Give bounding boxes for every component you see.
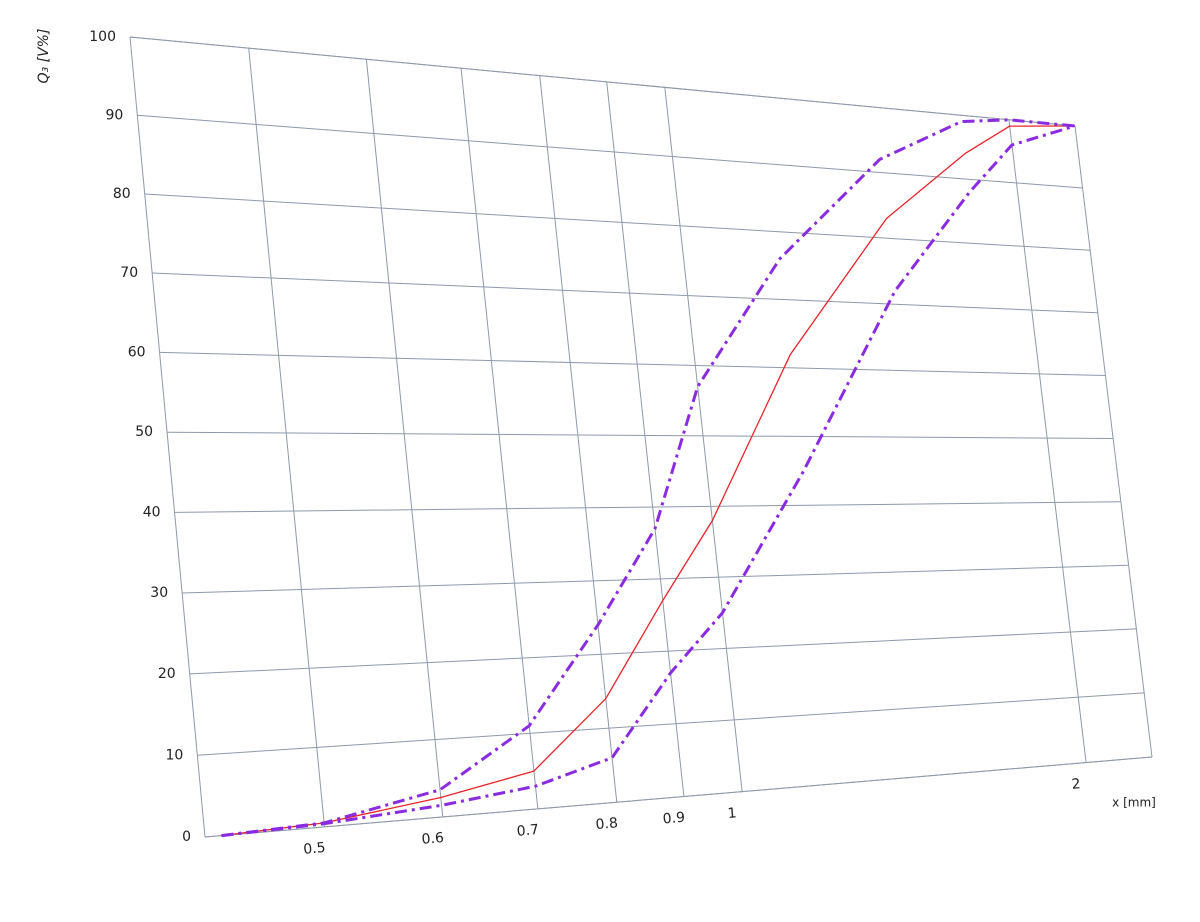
grid-line <box>167 431 1114 440</box>
grid-line <box>159 351 1106 377</box>
x-tick-label: 0.8 <box>595 815 619 833</box>
y-tick-label: 30 <box>150 585 168 601</box>
grid-line <box>365 59 444 817</box>
x-axis-label: x [mm] <box>1112 796 1156 810</box>
y-tick-label: 20 <box>158 666 176 682</box>
y-tick-label: 90 <box>106 107 124 123</box>
grid-line <box>204 756 1153 838</box>
y-tick-label: 60 <box>128 344 146 360</box>
y-tick-label: 10 <box>166 747 184 763</box>
y-axis-label: Q₃ [V%] <box>36 29 52 84</box>
grid-line <box>137 114 1083 189</box>
grid-line <box>174 501 1121 513</box>
y-tick-label: 100 <box>89 29 116 45</box>
plot-border <box>1074 125 1153 758</box>
x-tick-label: 0.6 <box>421 830 445 848</box>
grid-line <box>189 628 1137 675</box>
x-tick-label: 1 <box>727 805 737 822</box>
x-tick-label: 0.9 <box>662 810 686 828</box>
data-line <box>221 118 1076 838</box>
grid-line <box>1008 119 1087 763</box>
grid-line <box>539 75 618 803</box>
plot-border <box>129 36 206 838</box>
grid-line <box>152 272 1098 314</box>
data-line <box>221 125 1076 837</box>
x-tick-label: 0.5 <box>303 840 327 858</box>
y-tick-label: 0 <box>182 829 191 845</box>
grid-line <box>182 564 1129 594</box>
grid-line <box>248 48 326 827</box>
grid-line <box>460 68 539 809</box>
x-tick-label: 2 <box>1071 776 1081 793</box>
grid-line <box>606 81 685 797</box>
y-tick-label: 70 <box>120 265 138 281</box>
y-tick-label: 40 <box>143 504 161 520</box>
grid-line <box>129 36 1076 127</box>
y-tick-label: 80 <box>113 186 131 202</box>
y-tick-label: 50 <box>135 424 153 440</box>
grid-line <box>197 692 1145 756</box>
data-line <box>221 124 1076 838</box>
grid-line <box>664 87 743 792</box>
x-tick-label: 0.7 <box>516 822 540 840</box>
